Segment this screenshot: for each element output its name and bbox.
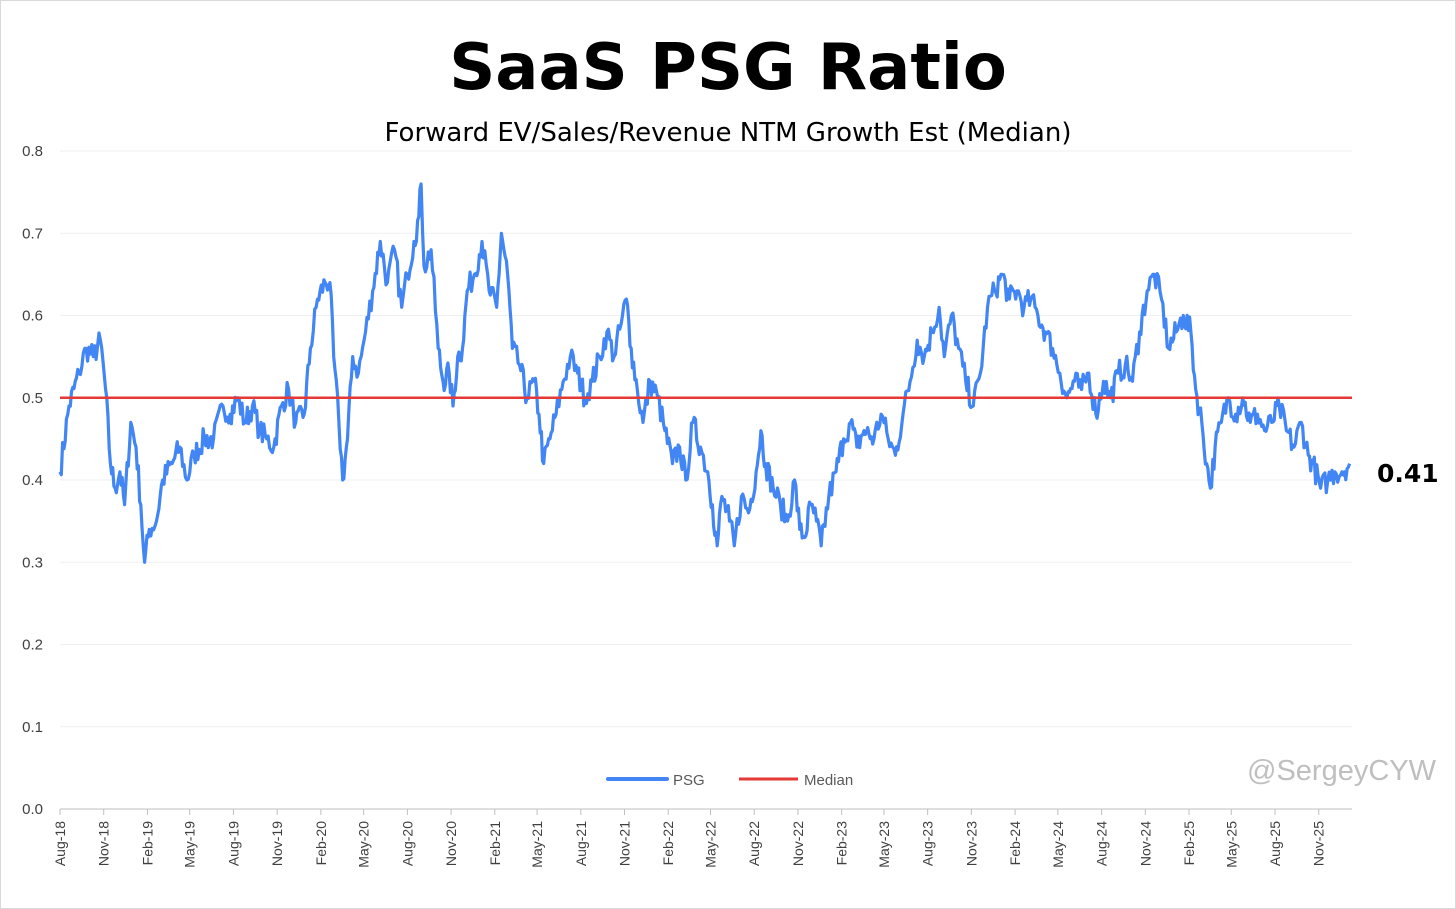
chart-title: SaaS PSG Ratio [449, 31, 1007, 105]
x-tick-label: Nov-25 [1311, 821, 1327, 866]
legend-label-median: Median [804, 772, 853, 789]
legend-label-psg: PSG [673, 772, 705, 789]
x-tick-label: Aug-24 [1094, 821, 1110, 866]
grid-layer [60, 150, 1352, 728]
x-tick-label: Nov-23 [963, 821, 979, 866]
x-tick-label: Feb-22 [660, 821, 676, 866]
x-tick-label: Feb-20 [313, 821, 329, 866]
x-tick-label: May-19 [182, 821, 198, 868]
series-layer [58, 182, 1352, 564]
last-value-label: 0.41 [1377, 459, 1439, 488]
x-tick-label: Aug-25 [1267, 821, 1283, 866]
x-tick-label: Nov-22 [790, 821, 806, 866]
y-tick-label: 0.6 [22, 308, 43, 325]
x-tick-label: Aug-23 [920, 821, 936, 866]
y-tick-label: 0.3 [22, 554, 43, 571]
y-tick-label: 0.1 [22, 719, 43, 736]
x-tick-label: Aug-21 [573, 821, 589, 866]
y-axis: 0.0 0.1 0.2 0.3 0.4 0.5 0.6 0.7 0.8 [22, 143, 43, 818]
chart-subtitle: Forward EV/Sales/Revenue NTM Growth Est … [384, 118, 1072, 148]
y-tick-label: 0.7 [22, 225, 43, 242]
x-tick-label: Aug-19 [225, 821, 241, 866]
x-axis: Aug-18 Nov-18 Feb-19 May-19 Aug-19 Nov-19 Feb-… [52, 808, 1352, 868]
x-tick-label: Feb-19 [139, 821, 155, 866]
x-tick-label: Nov-20 [443, 821, 459, 866]
x-tick-label: Feb-25 [1181, 821, 1197, 866]
x-tick-label: Aug-18 [52, 821, 68, 866]
x-tick-label: Feb-24 [1007, 821, 1023, 866]
x-tick-label: Nov-24 [1137, 821, 1153, 866]
y-tick-label: 0.8 [22, 143, 43, 160]
x-tick-label: May-25 [1223, 821, 1239, 868]
x-tick-label: May-24 [1050, 821, 1066, 868]
series-psg-line [58, 182, 1352, 564]
x-tick-label: Nov-18 [96, 821, 112, 866]
x-tick-label: Feb-23 [834, 821, 850, 866]
y-tick-label: 0.0 [22, 801, 43, 818]
y-tick-label: 0.5 [22, 390, 43, 407]
x-tick-label: May-21 [529, 821, 545, 868]
y-tick-label: 0.2 [22, 637, 43, 654]
y-tick-label: 0.4 [22, 472, 43, 489]
x-tick-label: Feb-21 [487, 821, 503, 866]
x-tick-label: May-22 [703, 821, 719, 868]
legend: PSG Median [606, 772, 853, 789]
x-tick-label: May-20 [356, 821, 372, 868]
x-tick-label: May-23 [876, 821, 892, 868]
x-tick-label: Nov-19 [269, 821, 285, 866]
x-tick-label: Aug-22 [746, 821, 762, 866]
watermark: @SergeyCYW [1247, 755, 1437, 787]
x-tick-label: Aug-20 [399, 821, 415, 866]
x-tick-label: Nov-21 [617, 821, 633, 866]
